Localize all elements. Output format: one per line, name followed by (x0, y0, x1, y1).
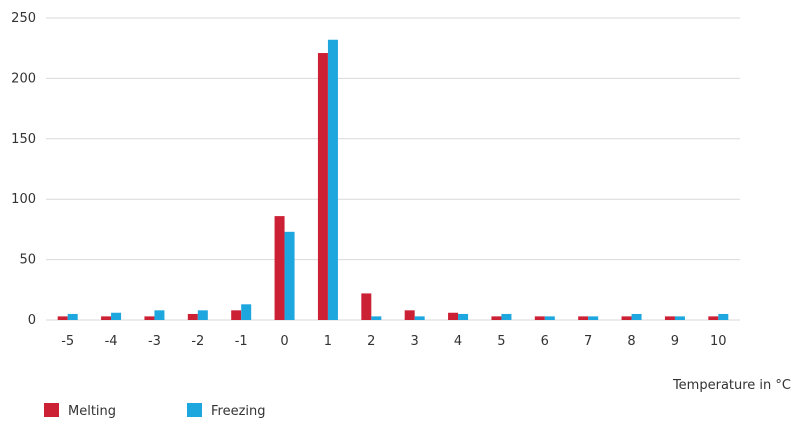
bar-freezing-0 (284, 231, 295, 320)
x-tick-label: -2 (191, 334, 204, 349)
x-tick-label: 4 (454, 334, 462, 349)
bar-freezing-9 (674, 316, 685, 320)
bar-melting-6 (534, 316, 545, 320)
bar-melting--3 (144, 316, 155, 320)
x-tick-label: -3 (148, 334, 161, 349)
bar-freezing-1 (327, 39, 338, 321)
y-tick-label: 100 (11, 192, 36, 207)
bar-freezing--3 (154, 310, 165, 320)
y-axis-ticks: 0 50 100 150 200 250 (11, 11, 36, 328)
legend-swatch-melting (44, 403, 59, 417)
bar-freezing--1 (241, 304, 252, 320)
x-tick-label: -5 (61, 334, 74, 349)
bar-freezing-10 (718, 313, 729, 320)
bar-melting-4 (448, 312, 459, 320)
legend-label-freezing: Freezing (211, 404, 266, 419)
x-tick-label: -4 (105, 334, 118, 349)
y-tick-label: 150 (11, 132, 36, 147)
bar-melting-2 (361, 293, 372, 320)
x-tick-label: 8 (627, 334, 635, 349)
bar-freezing--5 (67, 313, 78, 320)
legend-swatch-freezing (187, 403, 202, 417)
bar-melting-0 (274, 216, 285, 320)
bar-melting--1 (231, 310, 242, 320)
bar-melting--2 (187, 313, 198, 320)
bar-melting-10 (708, 316, 719, 320)
bar-freezing-6 (544, 316, 555, 320)
legend-label-melting: Melting (68, 404, 116, 419)
bar-melting-5 (491, 316, 502, 320)
bar-melting-7 (578, 316, 589, 320)
bar-melting--5 (57, 316, 68, 320)
bar-freezing-5 (501, 313, 512, 320)
bar-freezing-4 (458, 313, 469, 320)
bar-freezing--4 (111, 312, 122, 320)
x-tick-label: 0 (280, 334, 288, 349)
y-tick-label: 0 (28, 313, 36, 328)
bar-freezing-3 (414, 316, 425, 320)
bar-melting--4 (101, 316, 112, 320)
bars (57, 39, 729, 321)
x-tick-label: 2 (367, 334, 375, 349)
bar-freezing-2 (371, 316, 382, 320)
bar-melting-3 (404, 310, 415, 320)
y-tick-label: 250 (11, 11, 36, 26)
x-axis-ticks: -5 -4 -3 -2 -1 0 1 2 3 4 5 6 7 8 9 10 (61, 334, 726, 349)
x-axis-label: Temperature in °C (672, 378, 791, 393)
x-tick-label: 1 (324, 334, 332, 349)
x-tick-label: 9 (671, 334, 679, 349)
x-tick-label: 3 (411, 334, 419, 349)
y-tick-label: 200 (11, 71, 36, 86)
x-tick-label: 7 (584, 334, 592, 349)
x-tick-label: 10 (710, 334, 727, 349)
bar-melting-1 (317, 53, 328, 320)
x-tick-label: 5 (497, 334, 505, 349)
gridlines (46, 17, 740, 321)
bar-freezing-7 (588, 316, 599, 320)
x-tick-label: 6 (541, 334, 549, 349)
bar-freezing--2 (197, 310, 208, 320)
bar-melting-9 (664, 316, 675, 320)
bar-melting-8 (621, 316, 632, 320)
legend: Melting Freezing (44, 403, 266, 419)
bar-freezing-8 (631, 313, 642, 320)
x-tick-label: -1 (235, 334, 248, 349)
y-tick-label: 50 (19, 253, 36, 268)
